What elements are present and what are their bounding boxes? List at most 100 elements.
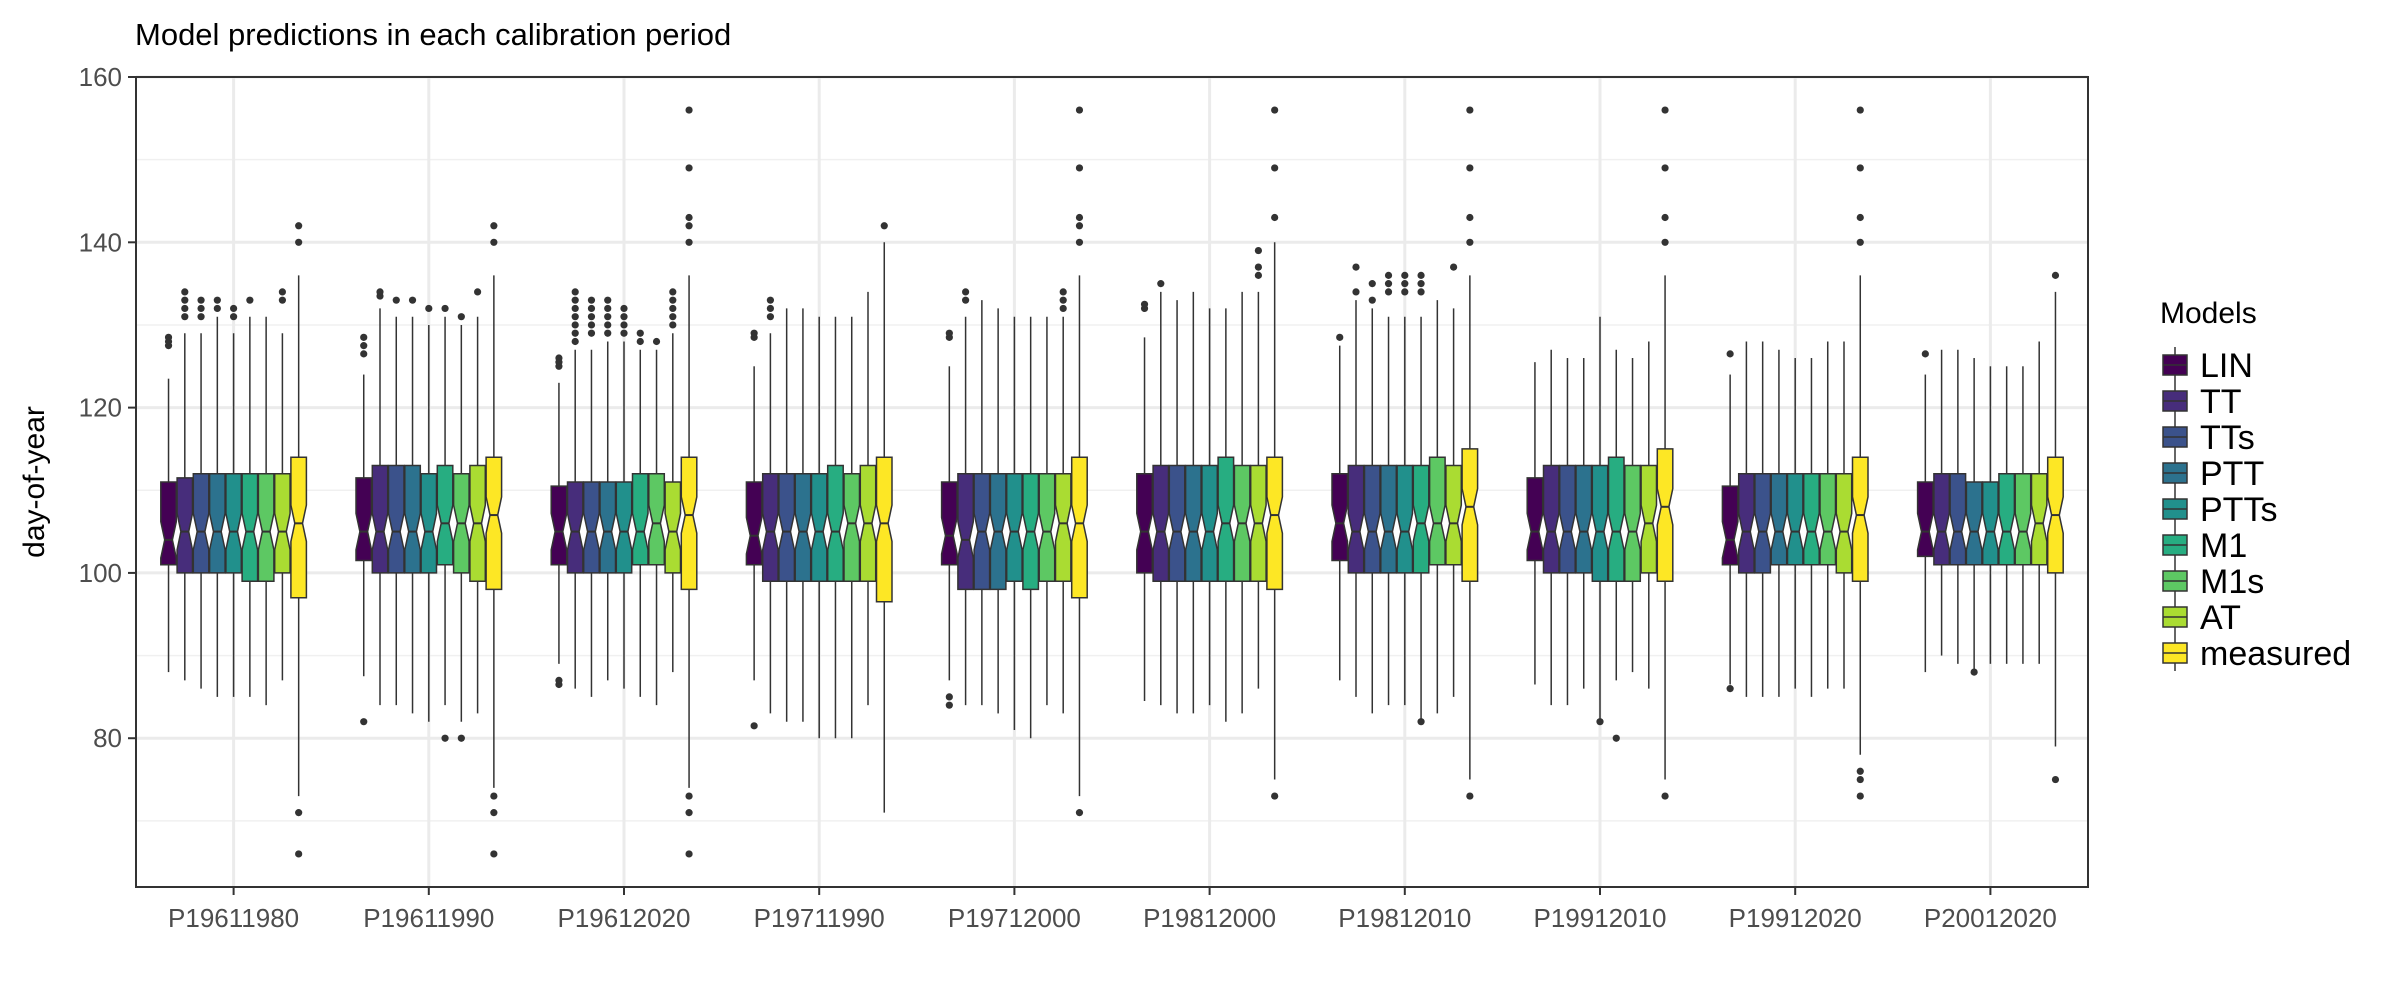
outlier-point bbox=[230, 313, 238, 321]
box-measured-P19812010 bbox=[1461, 106, 1479, 800]
box-body bbox=[420, 472, 438, 574]
outlier-point bbox=[1368, 280, 1376, 288]
outlier-point bbox=[669, 304, 677, 313]
outlier-point bbox=[1059, 288, 1067, 296]
outlier-point bbox=[1075, 238, 1084, 246]
box-body bbox=[257, 472, 275, 582]
outlier-point bbox=[1417, 280, 1425, 288]
box-LIN-P20012020 bbox=[1916, 350, 1934, 673]
box-PTT-P19812000 bbox=[1184, 291, 1202, 714]
box-M1s-P19712000 bbox=[1038, 316, 1056, 706]
x-tick-label: P19611980 bbox=[168, 903, 299, 933]
x-tick-label: P19612020 bbox=[557, 903, 690, 933]
outlier-point bbox=[425, 304, 433, 313]
outlier-point bbox=[571, 304, 579, 313]
outlier-point bbox=[685, 809, 693, 817]
box-body bbox=[1526, 477, 1544, 562]
box-TT-P19912010 bbox=[1542, 349, 1560, 706]
box-body bbox=[355, 477, 373, 562]
outlier-point bbox=[246, 296, 254, 304]
box-AT-P19611990 bbox=[469, 288, 487, 714]
outlier-point bbox=[1466, 792, 1474, 800]
outlier-point bbox=[360, 333, 368, 341]
box-AT-P19612020 bbox=[664, 288, 682, 673]
outlier-point bbox=[1661, 238, 1669, 246]
outlier-point bbox=[880, 222, 888, 230]
box-measured-P19711990 bbox=[875, 222, 893, 813]
box-PTT-P19912010 bbox=[1575, 358, 1593, 689]
outlier-point bbox=[620, 313, 628, 321]
box-PTTs-P19912010 bbox=[1591, 316, 1609, 726]
outlier-point bbox=[604, 313, 612, 321]
box-body bbox=[1656, 448, 1674, 582]
box-TTs-P19812010 bbox=[1363, 280, 1381, 714]
outlier-point bbox=[1271, 213, 1279, 222]
outlier-point bbox=[1254, 263, 1262, 271]
box-M1-P19611990 bbox=[436, 304, 454, 742]
box-M1s-P20012020 bbox=[2014, 366, 2032, 664]
outlier-point bbox=[587, 296, 596, 304]
outlier-point bbox=[213, 296, 221, 304]
outlier-point bbox=[604, 329, 612, 337]
y-tick-label: 120 bbox=[79, 393, 122, 423]
x-tick-label: P19812010 bbox=[1338, 903, 1471, 933]
outlier-point bbox=[571, 288, 579, 296]
outlier-point bbox=[1856, 775, 1864, 784]
outlier-point bbox=[1075, 222, 1084, 230]
outlier-point bbox=[1612, 734, 1620, 742]
outlier-point bbox=[669, 296, 677, 304]
box-body bbox=[599, 481, 617, 574]
box-M1s-P19812000 bbox=[1233, 291, 1251, 714]
box-TTs-P19611990 bbox=[387, 296, 405, 706]
x-tick-label: P19812000 bbox=[1143, 903, 1276, 933]
outlier-point bbox=[685, 164, 693, 172]
y-axis-title: day-of-year bbox=[18, 406, 51, 558]
box-M1s-P19912010 bbox=[1624, 358, 1642, 673]
outlier-point bbox=[295, 809, 303, 817]
box-body bbox=[1005, 472, 1023, 582]
box-TT-P19812000 bbox=[1152, 280, 1170, 706]
box-PTT-P19812010 bbox=[1380, 271, 1398, 706]
outlier-point bbox=[1059, 296, 1067, 304]
outlier-point bbox=[1271, 164, 1279, 172]
outlier-point bbox=[1401, 280, 1409, 288]
legend-item-TT: TT bbox=[2162, 383, 2242, 421]
box-measured-P19812000 bbox=[1266, 106, 1284, 800]
box-body bbox=[582, 481, 600, 574]
box-body bbox=[875, 456, 893, 603]
box-M1-P19912020 bbox=[1802, 358, 1820, 697]
box-body bbox=[1737, 472, 1755, 574]
outlier-point bbox=[750, 722, 758, 730]
box-PTTs-P20012020 bbox=[1981, 366, 1999, 664]
box-LIN-P19812010 bbox=[1331, 333, 1349, 681]
outlier-point bbox=[685, 213, 693, 222]
box-body bbox=[225, 472, 243, 574]
box-TT-P19711990 bbox=[761, 296, 779, 714]
legend-item-TTs: TTs bbox=[2162, 419, 2255, 457]
box-body bbox=[290, 456, 308, 599]
outlier-point bbox=[1921, 350, 1929, 358]
box-body bbox=[648, 472, 666, 566]
box-TTs-P19711990 bbox=[778, 308, 796, 722]
legend-label: M1 bbox=[2200, 527, 2247, 565]
box-body bbox=[387, 464, 405, 574]
outlier-point bbox=[490, 222, 498, 230]
box-M1-P19812000 bbox=[1217, 308, 1235, 722]
box-LIN-P19712000 bbox=[940, 329, 958, 709]
box-measured-P19912020 bbox=[1851, 106, 1869, 800]
box-PTT-P19611990 bbox=[404, 296, 422, 714]
box-AT-P19711990 bbox=[859, 291, 877, 706]
outlier-point bbox=[1336, 333, 1344, 341]
box-PTTs-P19611980 bbox=[225, 304, 243, 697]
outlier-point bbox=[571, 329, 579, 337]
outlier-point bbox=[587, 304, 596, 313]
outlier-point bbox=[669, 288, 677, 296]
box-PTTs-P19712000 bbox=[1005, 316, 1023, 730]
outlier-point bbox=[636, 337, 644, 346]
outlier-point bbox=[1466, 213, 1474, 222]
box-PTT-P20012020 bbox=[1965, 358, 1983, 676]
box-PTT-P19612020 bbox=[599, 296, 617, 681]
outlier-point bbox=[1596, 718, 1604, 726]
box-TTs-P19812000 bbox=[1168, 300, 1186, 714]
outlier-point bbox=[1450, 263, 1458, 271]
